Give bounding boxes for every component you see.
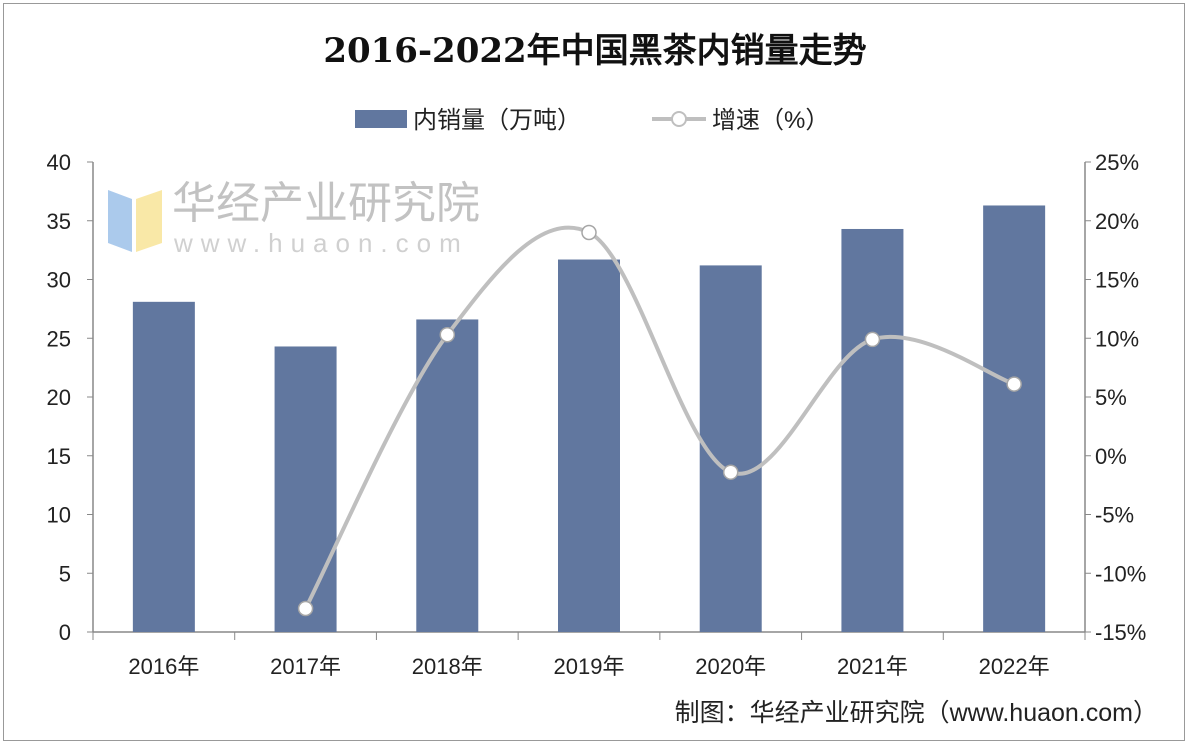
left-tick-label: 15	[47, 444, 71, 469]
growth-point	[581, 224, 597, 241]
growth-line	[303, 225, 1015, 610]
growth-point	[1006, 376, 1022, 392]
right-tick-label: -15%	[1095, 620, 1146, 645]
left-tick-label: 40	[47, 150, 71, 175]
watermark-logo-blue	[108, 190, 132, 252]
left-tick-label: 35	[47, 209, 71, 234]
chart-title: 2016-2022年中国黑茶内销量走势	[323, 31, 866, 71]
right-tick-label: 10%	[1095, 326, 1139, 351]
watermark-url: www.huaon.com	[173, 228, 469, 258]
source-note: 制图：华经产业研究院（www.huaon.com）	[675, 699, 1158, 727]
chart-frame	[3, 3, 1185, 741]
x-tick-label: 2022年	[979, 654, 1050, 679]
watermark: 华经产业研究院 www.huaon.com	[108, 179, 480, 258]
legend-bar-label: 内销量（万吨）	[413, 107, 581, 134]
watermark-name: 华经产业研究院	[172, 179, 480, 228]
left-tick-label: 0	[59, 620, 71, 645]
bar-2018年	[416, 319, 479, 632]
legend-line-label: 增速（%）	[712, 107, 829, 134]
growth-point	[297, 600, 314, 617]
x-tick-label: 2021年	[837, 654, 908, 679]
right-tick-label: 15%	[1095, 268, 1139, 293]
left-tick-label: 20	[47, 385, 71, 410]
watermark-logo-yellow	[136, 190, 162, 252]
x-tick-label: 2018年	[412, 654, 483, 679]
right-tick-label: 5%	[1095, 385, 1127, 410]
legend-line-marker	[671, 111, 687, 127]
bar-2017年	[274, 346, 337, 632]
bar-2020年	[699, 265, 762, 632]
right-tick-label: 0%	[1095, 444, 1127, 469]
bar-2016年	[132, 301, 195, 632]
x-tick-label: 2020年	[695, 654, 766, 679]
x-tick-label: 2016年	[128, 654, 199, 679]
right-tick-label: -5%	[1095, 503, 1134, 528]
legend-bar-swatch	[355, 110, 407, 128]
x-tick-label: 2017年	[270, 654, 341, 679]
left-tick-label: 30	[47, 268, 71, 293]
bar-2019年	[558, 259, 620, 632]
growth-point	[439, 326, 456, 343]
left-tick-label: 10	[47, 503, 71, 528]
left-tick-label: 25	[47, 326, 71, 351]
right-tick-label: -10%	[1095, 561, 1146, 586]
bar-2021年	[841, 228, 904, 632]
legend: 内销量（万吨） 增速（%）	[355, 107, 829, 134]
bar-2022年	[983, 205, 1046, 632]
growth-point	[722, 464, 739, 480]
right-tick-label: 20%	[1095, 209, 1139, 234]
right-tick-label: 25%	[1095, 150, 1139, 175]
growth-point	[864, 331, 881, 348]
left-tick-label: 5	[59, 561, 71, 586]
x-tick-label: 2019年	[554, 654, 625, 679]
